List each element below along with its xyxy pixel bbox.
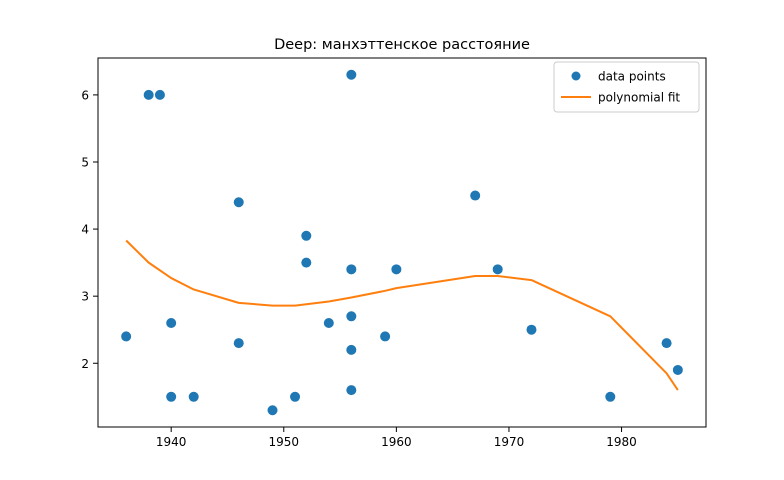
- data-point: [346, 69, 357, 80]
- legend-label-polynomial-fit: polynomial fit: [598, 91, 680, 105]
- data-point: [301, 230, 312, 241]
- data-point: [346, 344, 357, 355]
- x-tick-label: 1980: [606, 435, 637, 449]
- data-point: [380, 331, 391, 342]
- data-point: [470, 190, 481, 201]
- legend: data points polynomial fit: [553, 61, 700, 113]
- y-tick-label: 4: [81, 223, 89, 237]
- data-point: [154, 89, 165, 100]
- axes-layer: 1940 1950 1960 1970 1980 2 3 4 5 6: [81, 57, 707, 449]
- fit-line: [125, 239, 679, 391]
- data-point: [166, 391, 177, 402]
- data-point: [143, 89, 154, 100]
- data-point: [526, 324, 537, 335]
- legend-marker-data-points: [571, 71, 581, 81]
- data-point: [672, 364, 683, 375]
- data-point: [323, 318, 334, 329]
- x-tick-label: 1950: [269, 435, 300, 449]
- y-tick-label: 3: [81, 290, 89, 304]
- x-tick-label: 1970: [494, 435, 525, 449]
- data-point: [605, 391, 616, 402]
- data-point: [290, 391, 301, 402]
- chart-title: Deep: манхэттенское расстояние: [274, 37, 530, 53]
- data-point: [492, 264, 503, 275]
- data-point: [346, 264, 357, 275]
- data-point: [233, 338, 244, 349]
- data-point: [391, 264, 402, 275]
- data-point: [233, 197, 244, 208]
- data-point: [346, 385, 357, 396]
- legend-frame: [553, 61, 700, 113]
- fit-layer: [125, 239, 679, 391]
- data-point: [166, 318, 177, 329]
- points-layer: [121, 69, 683, 416]
- data-point: [188, 391, 199, 402]
- data-point: [661, 338, 672, 349]
- y-tick-label: 2: [81, 357, 89, 371]
- x-tick-label: 1960: [381, 435, 412, 449]
- legend-label-data-points: data points: [598, 70, 666, 84]
- data-point: [346, 311, 357, 322]
- y-tick-label: 5: [81, 155, 89, 169]
- y-tick-label: 6: [81, 88, 89, 102]
- axes-frame: [97, 57, 707, 428]
- data-point: [301, 257, 312, 268]
- data-point: [267, 405, 278, 416]
- data-point: [121, 331, 132, 342]
- x-tick-label: 1940: [156, 435, 187, 449]
